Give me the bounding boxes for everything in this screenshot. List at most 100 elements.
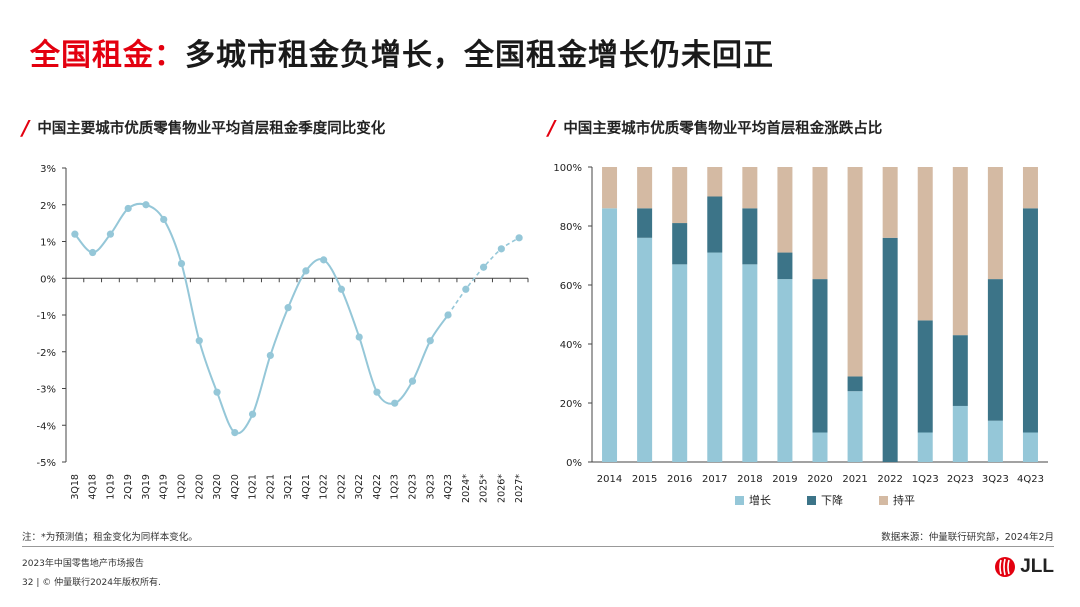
y-tick-label: -5% <box>37 458 56 469</box>
bar-segment-increase <box>987 420 1003 462</box>
x-tick-label: 2025* <box>479 474 490 503</box>
x-tick-label: 4Q23 <box>443 474 454 500</box>
x-tick-label: 3Q22 <box>354 474 365 500</box>
copyright: 32 | © 仲量联行2024年版权所有. <box>22 578 161 588</box>
legend-swatch-flat <box>879 495 888 505</box>
x-tick-label: 1Q19 <box>105 474 116 500</box>
x-tick-label: 2Q20 <box>194 474 205 500</box>
bar-segment-increase <box>777 279 793 462</box>
x-tick-label: 1Q20 <box>177 474 188 500</box>
x-tick-label: 2Q19 <box>123 474 134 500</box>
data-point <box>231 429 239 437</box>
data-point <box>142 201 150 209</box>
slash-icon: / <box>22 116 30 140</box>
x-tick-label: 2019 <box>772 474 797 485</box>
x-tick-label: 1Q21 <box>248 474 259 500</box>
data-point <box>106 230 115 238</box>
x-tick-label: 4Q23 <box>1017 474 1044 485</box>
x-tick-label: 1Q23 <box>912 474 939 485</box>
bar-segment-flat <box>952 167 968 336</box>
legend-swatch-decrease <box>807 495 816 505</box>
legend-item-decrease: 下降 <box>807 492 843 508</box>
legend-item-increase: 增长 <box>735 492 771 508</box>
legend-label-flat: 持平 <box>893 494 915 507</box>
actual-series-line <box>74 202 449 435</box>
data-point <box>284 304 292 312</box>
y-tick-label: -2% <box>37 348 56 359</box>
bar-segment-flat <box>1022 167 1038 209</box>
bar-segment-decrease <box>742 208 758 265</box>
left-chart-title: / 中国主要城市优质零售物业平均首层租金季度同比变化 <box>22 116 385 140</box>
bar-segment-flat <box>987 167 1003 280</box>
data-source: 数据来源：仲量联行研究部，2024年2月 <box>881 532 1054 543</box>
x-tick-label: 2014 <box>597 474 622 485</box>
bar-segment-increase <box>847 391 863 462</box>
bar-segment-flat <box>707 167 723 197</box>
data-point <box>177 259 186 268</box>
bar-segment-increase <box>1022 432 1038 462</box>
bar-segment-decrease <box>1022 208 1038 433</box>
x-tick-label: 3Q19 <box>141 474 152 500</box>
x-tick-label: 2Q21 <box>265 474 276 500</box>
data-point <box>320 256 328 264</box>
bar-segment-increase <box>917 432 933 462</box>
y-tick-label: 20% <box>560 399 582 410</box>
bar-segment-decrease <box>847 376 863 392</box>
x-tick-label: 2Q23 <box>947 474 974 485</box>
right-chart-title-text: 中国主要城市优质零售物业平均首层租金涨跌占比 <box>563 121 883 137</box>
line-chart: 3% 2% 1% 0% -1% -2% -3% -4% -5% 3Q18 4Q18 1Q19 2Q19 3… <box>37 164 529 503</box>
data-point <box>373 388 381 396</box>
x-tick-label: 4Q20 <box>230 474 241 500</box>
x-tick-label: 3Q18 <box>70 474 81 500</box>
x-tick-label: 4Q18 <box>88 474 99 500</box>
jll-logo-text: JLL <box>1020 556 1054 577</box>
bar-segment-increase <box>812 432 828 462</box>
legend-item-flat: 持平 <box>879 492 915 508</box>
y-tick-label: 1% <box>40 238 56 249</box>
data-point <box>213 388 221 396</box>
bar-segment-decrease <box>812 279 828 433</box>
legend-label-increase: 增长 <box>749 494 771 507</box>
y-tick-label: 80% <box>560 222 582 233</box>
bar-segment-flat <box>777 167 793 253</box>
bar-segment-flat <box>812 167 828 280</box>
footnote: 注：*为预测值；租金变化为同样本变化。 <box>22 532 198 543</box>
bar-segment-decrease <box>777 252 793 280</box>
bar-segment-decrease <box>707 196 723 253</box>
data-point <box>391 399 399 407</box>
data-point <box>337 285 346 293</box>
x-tick-label: 2Q23 <box>408 474 419 500</box>
data-point <box>479 263 488 271</box>
bar-segment-flat <box>672 167 688 224</box>
y-tick-label: 0% <box>40 274 56 285</box>
x-tick-label: 2022 <box>877 474 902 485</box>
data-point <box>195 337 203 345</box>
data-point <box>426 337 434 345</box>
bar-segment-flat <box>742 167 758 209</box>
page-title: 全国租金：多城市租金负增长，全国租金增长仍未回正 <box>30 30 774 74</box>
x-tick-label: 4Q19 <box>159 474 170 500</box>
bar-segment-increase <box>637 237 653 462</box>
slash-icon: / <box>548 116 556 140</box>
data-point <box>160 215 168 224</box>
bar-segment-increase <box>742 264 758 462</box>
bar-segment-flat <box>917 167 933 321</box>
x-tick-label: 2015 <box>632 474 657 485</box>
bar-segment-flat <box>882 167 898 238</box>
y-tick-label: -1% <box>37 311 56 322</box>
bar-segment-increase <box>707 252 723 462</box>
x-tick-label: 2020 <box>807 474 832 485</box>
data-point <box>124 204 132 213</box>
bar-segment-decrease <box>882 237 898 462</box>
y-tick-label: 3% <box>40 164 56 175</box>
x-tick-label: 2024* <box>461 474 472 503</box>
x-tick-label: 1Q23 <box>390 474 401 500</box>
data-point <box>497 245 505 253</box>
bar-chart-legend: 增长 下降 持平 <box>735 492 915 508</box>
bar-segment-increase <box>952 405 968 462</box>
bar-segment-decrease <box>672 223 688 265</box>
legend-swatch-increase <box>735 495 744 505</box>
bar-segment-increase <box>672 264 688 462</box>
data-point <box>462 285 470 293</box>
y-tick-label: 60% <box>560 281 582 292</box>
